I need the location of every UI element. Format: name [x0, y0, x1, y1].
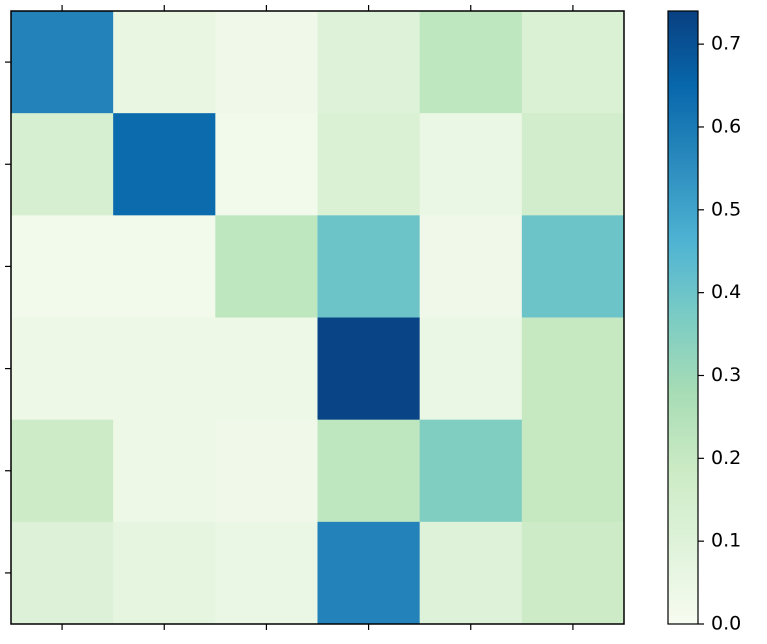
heatmap-cell	[113, 419, 216, 523]
colorbar-tick-label: 0.2	[711, 447, 741, 469]
heatmap-cell	[521, 419, 625, 523]
heatmap-cell	[317, 317, 421, 421]
heatmap-cell	[419, 419, 523, 523]
colorbar	[667, 10, 699, 625]
heatmap-cell	[215, 215, 318, 318]
heatmap-cell	[317, 521, 421, 625]
heatmap-cell	[317, 419, 421, 523]
colorbar-tick-label: 0.5	[711, 198, 741, 220]
heatmap-cell	[317, 215, 421, 318]
heatmap-cell	[419, 113, 523, 216]
heatmap-cell	[317, 113, 421, 216]
heatmap-cell	[113, 215, 216, 318]
heatmap-cell	[215, 11, 318, 114]
heatmap-cell	[215, 521, 318, 625]
colorbar-tick-label: 0.3	[711, 364, 741, 386]
heatmap-cell	[419, 317, 523, 421]
heatmap-cell	[419, 215, 523, 318]
heatmap-cell	[419, 521, 523, 625]
colorbar-tick-label: 0.0	[711, 613, 741, 635]
heatmap-cell	[215, 419, 318, 523]
heatmap-cell	[521, 113, 625, 216]
heatmap-cell	[521, 11, 625, 114]
heatmap-cell	[113, 521, 216, 625]
colorbar-tick-label: 0.4	[711, 281, 741, 303]
heatmap-cell	[113, 113, 216, 216]
heatmap-cell	[11, 215, 114, 318]
heatmap-cell	[11, 113, 114, 216]
heatmap-cell	[11, 419, 114, 523]
heatmap-cell	[317, 11, 421, 114]
heatmap-cell	[521, 521, 625, 625]
heatmap-cell	[521, 215, 625, 318]
heatmap-cell	[419, 11, 523, 114]
heatmap-cell	[215, 317, 318, 421]
colorbar-tick-label: 0.1	[711, 530, 741, 552]
heatmap-cell	[113, 11, 216, 114]
heatmap-cell	[11, 521, 114, 625]
heatmap-cell	[11, 317, 114, 421]
colorbar-tick-label: 0.7	[711, 33, 741, 55]
plot-frame	[10, 10, 625, 625]
colorbar-tick-label: 0.6	[711, 115, 741, 137]
heatmap-cell	[521, 317, 625, 421]
heatmap-cell	[215, 113, 318, 216]
heatmap-cell	[113, 317, 216, 421]
heatmap-cell	[11, 11, 114, 114]
